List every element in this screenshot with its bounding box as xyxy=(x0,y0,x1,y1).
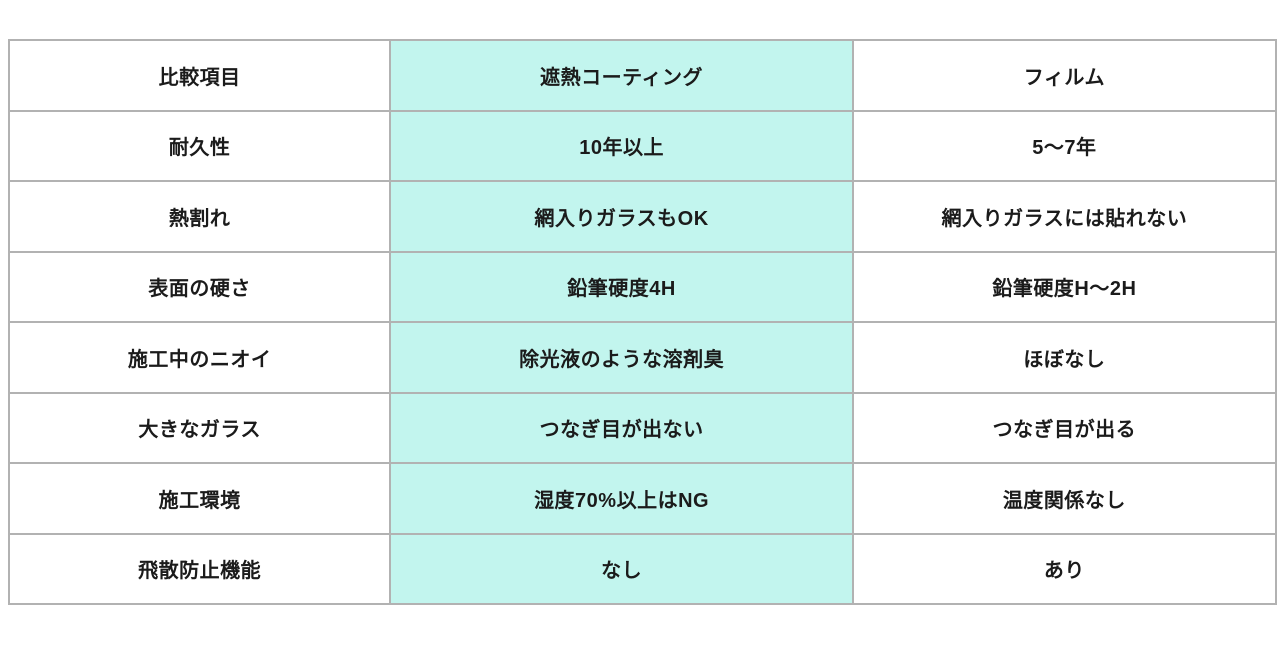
header-cell-film: フィルム xyxy=(851,39,1278,112)
table-row: 施工中のニオイ 除光液のような溶剤臭 ほぼなし xyxy=(7,321,1278,394)
header-row: 比較項目 遮熱コーティング フィルム xyxy=(7,39,1278,112)
cell-coating: 湿度70%以上はNG xyxy=(389,462,854,535)
cell-film: 鉛筆硬度H〜2H xyxy=(851,250,1278,323)
cell-film: ほぼなし xyxy=(851,321,1278,394)
header-cell-coating: 遮熱コーティング xyxy=(389,39,854,112)
table-row: 施工環境 湿度70%以上はNG 温度関係なし xyxy=(7,462,1278,535)
cell-film: あり xyxy=(851,532,1278,605)
cell-coating: つなぎ目が出ない xyxy=(389,391,854,464)
cell-coating: 鉛筆硬度4H xyxy=(389,250,854,323)
table-row: 飛散防止機能 なし あり xyxy=(7,532,1278,605)
table-row: 表面の硬さ 鉛筆硬度4H 鉛筆硬度H〜2H xyxy=(7,250,1278,323)
cell-item: 耐久性 xyxy=(7,109,392,182)
cell-item: 大きなガラス xyxy=(7,391,392,464)
cell-coating: 10年以上 xyxy=(389,109,854,182)
cell-item: 施工環境 xyxy=(7,462,392,535)
cell-item: 飛散防止機能 xyxy=(7,532,392,605)
cell-film: つなぎ目が出る xyxy=(851,391,1278,464)
cell-coating: なし xyxy=(389,532,854,605)
table-row: 熱割れ 網入りガラスもOK 網入りガラスには貼れない xyxy=(7,180,1278,253)
cell-coating: 除光液のような溶剤臭 xyxy=(389,321,854,394)
table-row: 大きなガラス つなぎ目が出ない つなぎ目が出る xyxy=(7,391,1278,464)
cell-item: 表面の硬さ xyxy=(7,250,392,323)
cell-film: 温度関係なし xyxy=(851,462,1278,535)
cell-item: 施工中のニオイ xyxy=(7,321,392,394)
cell-film: 5〜7年 xyxy=(851,109,1278,182)
cell-item: 熱割れ xyxy=(7,180,392,253)
cell-coating: 網入りガラスもOK xyxy=(389,180,854,253)
table-row: 耐久性 10年以上 5〜7年 xyxy=(7,109,1278,182)
comparison-table: 比較項目 遮熱コーティング フィルム 耐久性 10年以上 5〜7年 熱割れ 網入… xyxy=(7,39,1278,605)
header-cell-item: 比較項目 xyxy=(7,39,392,112)
cell-film: 網入りガラスには貼れない xyxy=(851,180,1278,253)
